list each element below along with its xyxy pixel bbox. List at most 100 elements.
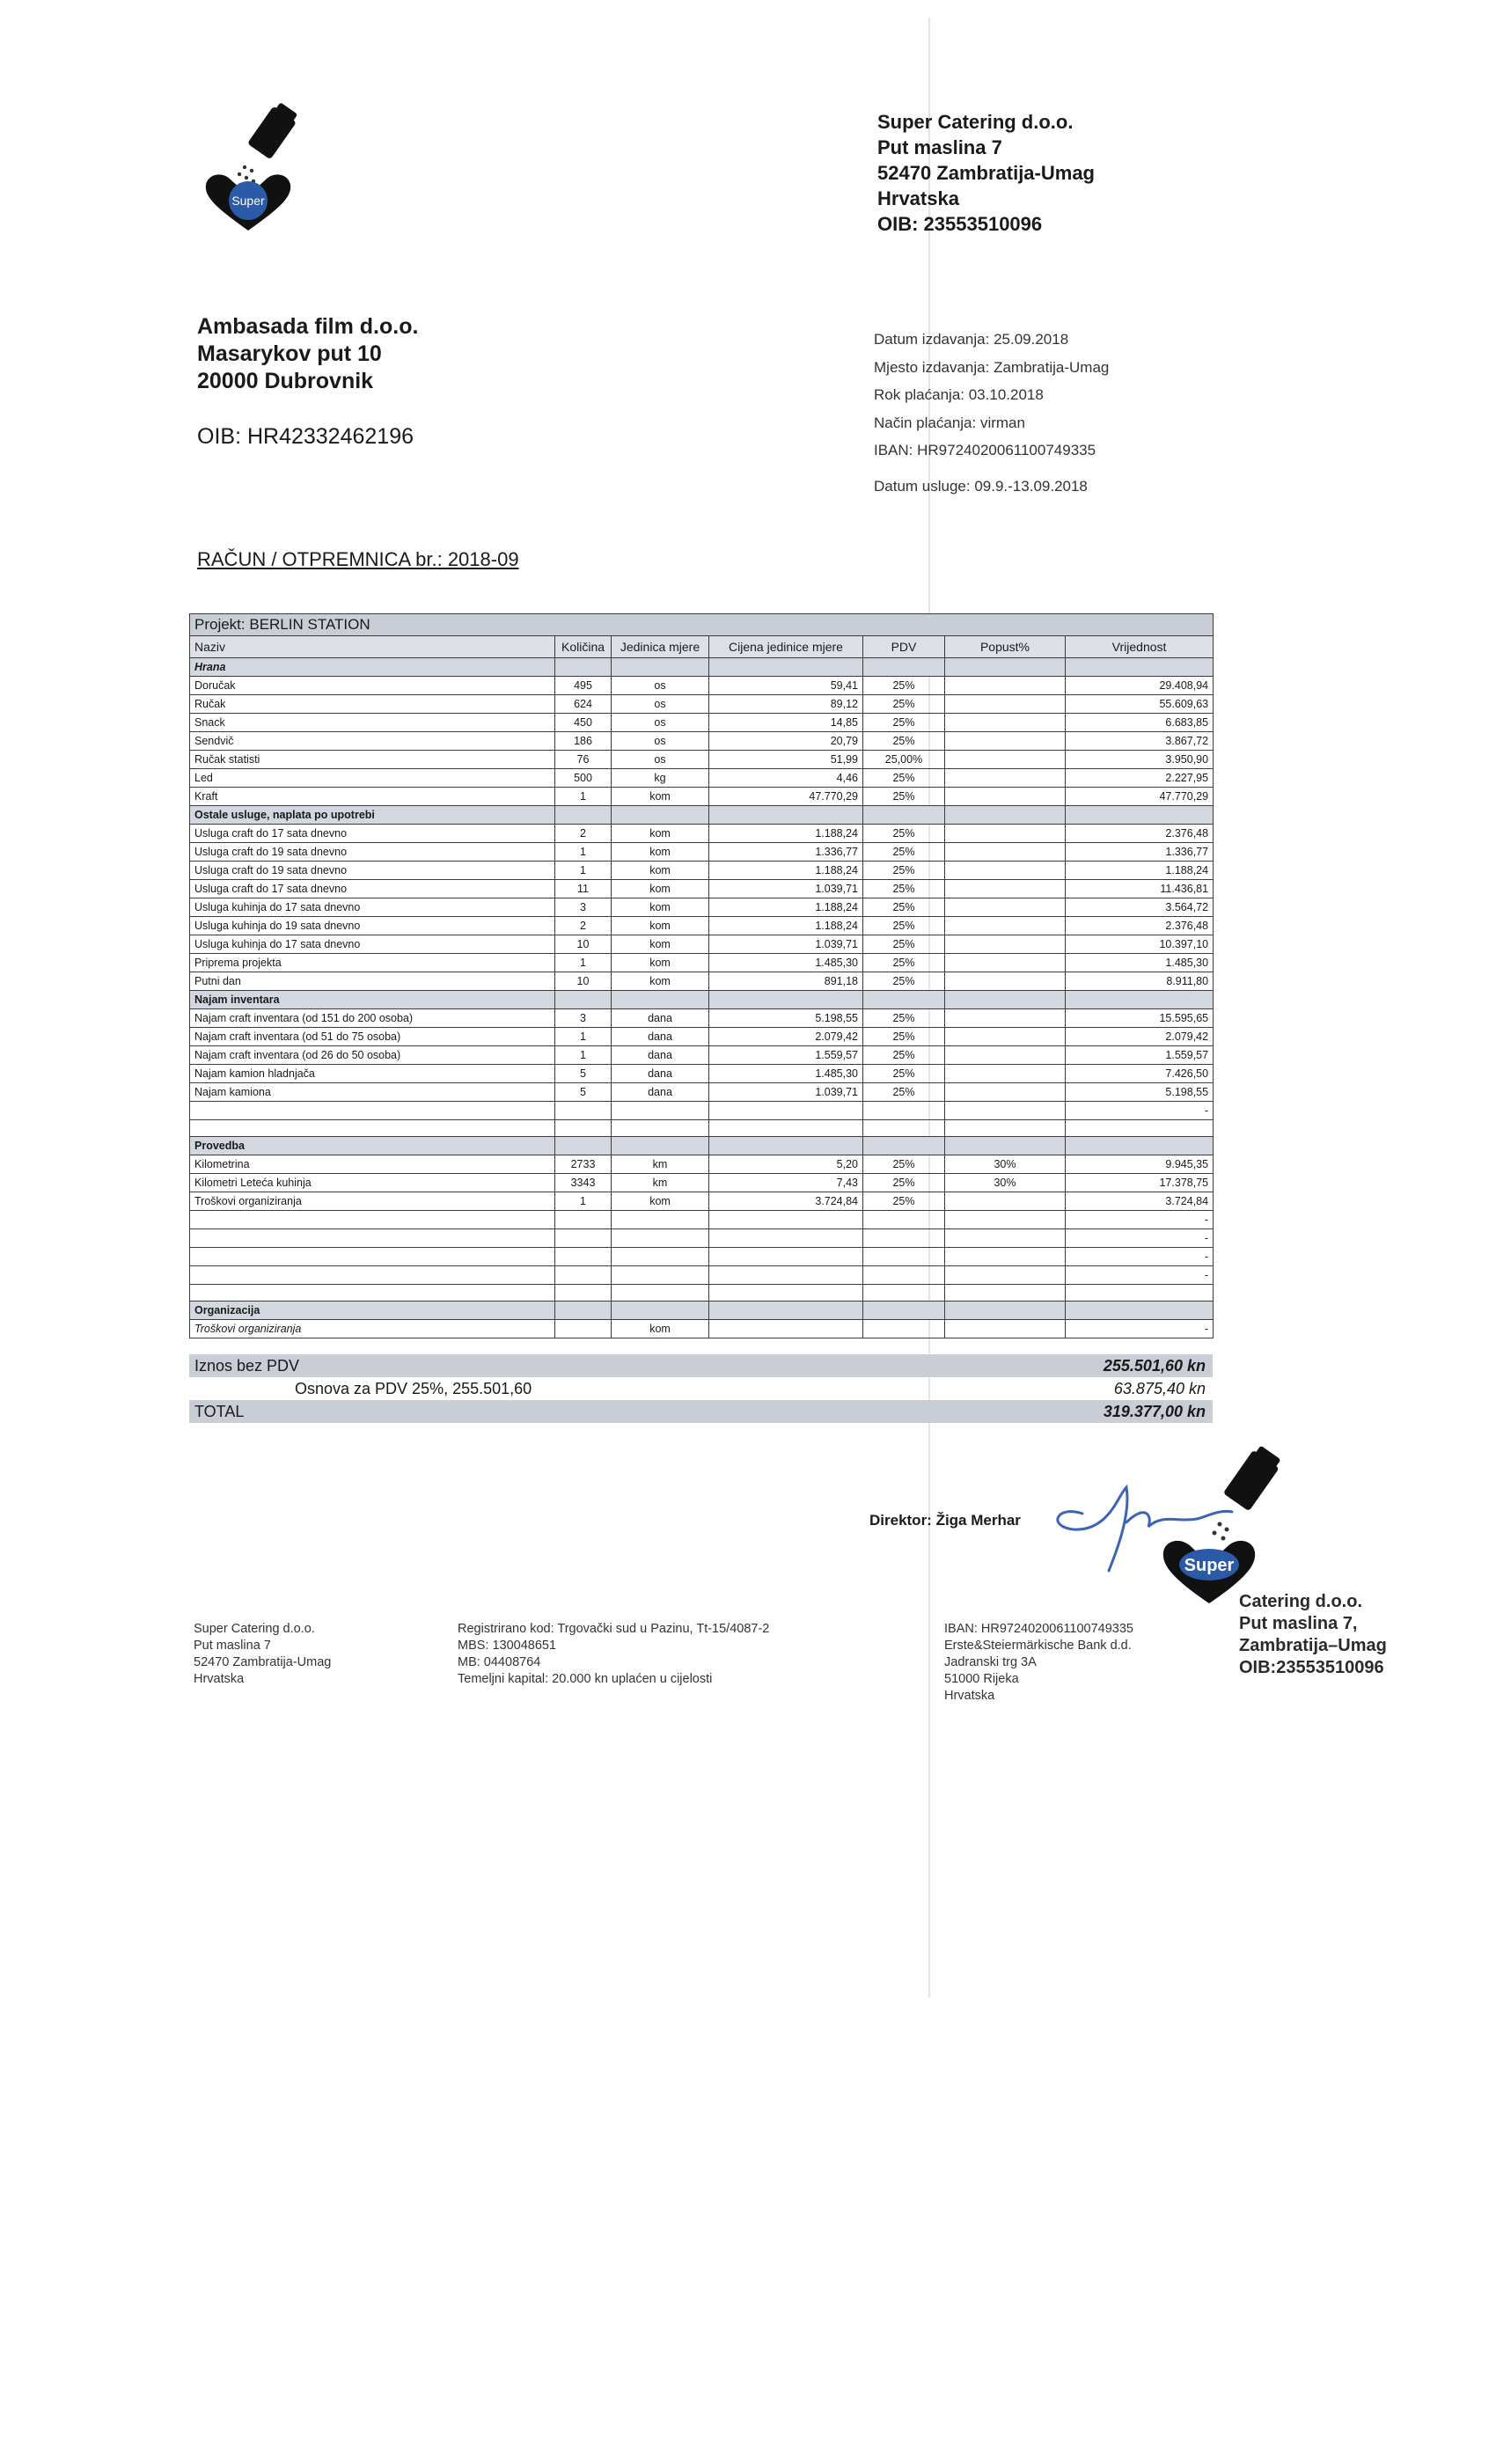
- item-row: Usluga craft do 19 sata dnevno 1 kom 1.188,…: [189, 861, 1214, 880]
- cell-vat: 25%: [862, 916, 945, 935]
- footer-line: MBS: 130048651: [458, 1639, 557, 1653]
- cell-qty: [554, 1265, 612, 1285]
- cell-unit: [611, 1247, 709, 1266]
- cell-vat: [862, 1101, 945, 1120]
- cell-qty: [554, 1228, 612, 1248]
- item-row: Najam craft inventara (od 26 do 50 osoba…: [189, 1045, 1214, 1065]
- cell-price: 1.485,30: [708, 953, 863, 972]
- cell-price: 51,99: [708, 750, 863, 769]
- section-cell: [1064, 990, 1214, 1009]
- section-title: Provedba: [189, 1136, 555, 1155]
- item-row: Usluga craft do 19 sata dnevno 1 kom 1.336,…: [189, 842, 1214, 862]
- vat-base-label: Osnova za PDV 25%, 255.501,60: [295, 1380, 532, 1397]
- cell-vat: 25%: [862, 1008, 945, 1028]
- cell-vat: 25%: [862, 824, 945, 843]
- cell-unit: os: [611, 694, 709, 714]
- footer-registration: Registrirano kod: Trgovački sud u Pazinu…: [458, 1621, 769, 1688]
- section-cell: [611, 657, 709, 677]
- cell-price: 20,79: [708, 731, 863, 751]
- cell-discount: 30%: [944, 1155, 1066, 1174]
- section-cell: [611, 1136, 709, 1155]
- cell-name: Kilometri Leteća kuhinja: [189, 1173, 555, 1192]
- cell-name: [189, 1210, 555, 1229]
- column-header: Jedinica mjere: [611, 635, 709, 658]
- section-cell: [944, 990, 1066, 1009]
- cell-discount: 30%: [944, 1173, 1066, 1192]
- cell-value: 1.485,30: [1064, 953, 1214, 972]
- buyer-line: Masarykov put 10: [197, 341, 382, 366]
- cell-qty: [554, 1247, 612, 1266]
- cell-price: 1.188,24: [708, 861, 863, 880]
- cell-discount: [944, 861, 1066, 880]
- cell-name: Usluga craft do 19 sata dnevno: [189, 842, 555, 862]
- cell-qty: 1: [554, 1045, 612, 1065]
- seller-line: Put maslina 7: [877, 136, 1002, 158]
- cell-price: 1.039,71: [708, 1082, 863, 1102]
- cell-value: 15.595,65: [1064, 1008, 1214, 1028]
- item-row: Kilometri Leteća kuhinja 3343 km 7,43 25% 30%…: [189, 1173, 1214, 1192]
- cell-unit: kom: [611, 824, 709, 843]
- section-cell: [611, 805, 709, 825]
- item-row: -: [189, 1265, 1214, 1285]
- item-row: Snack 450 os 14,85 25% 6.683,85: [189, 713, 1214, 732]
- cell-qty: 3: [554, 1008, 612, 1028]
- item-row: Ručak 624 os 89,12 25% 55.609,63: [189, 694, 1214, 714]
- cell-price: 4,46: [708, 768, 863, 788]
- section-cell: [611, 990, 709, 1009]
- seller-line: Hrvatska: [877, 187, 959, 209]
- cell-qty: 1: [554, 842, 612, 862]
- invoice-details: Datum izdavanja: 25.09.2018 Mjesto izdava…: [874, 326, 1109, 465]
- logo-badge: [229, 181, 268, 220]
- footer-line: Erste&Steiermärkische Bank d.d.: [944, 1639, 1132, 1653]
- buyer-line: 20000 Dubrovnik: [197, 369, 374, 393]
- cell-vat: [862, 1210, 945, 1229]
- section-cell: [1064, 1301, 1214, 1320]
- item-row: Usluga kuhinja do 17 sata dnevno 3 kom 1.18…: [189, 898, 1214, 917]
- cell-vat: 25%: [862, 1027, 945, 1046]
- cell-qty: 1: [554, 953, 612, 972]
- cell-unit: dana: [611, 1008, 709, 1028]
- cell-name: Troškovi organiziranja: [189, 1192, 555, 1211]
- cell-name: Led: [189, 768, 555, 788]
- detail-line: Rok plaćanja: 03.10.2018: [874, 386, 1044, 403]
- buyer-line: Ambasada film d.o.o.: [197, 314, 419, 339]
- cell-discount: [944, 898, 1066, 917]
- cell-vat: 25%: [862, 972, 945, 991]
- item-row: Usluga kuhinja do 19 sata dnevno 2 kom 1.18…: [189, 916, 1214, 935]
- cell-price: 59,41: [708, 676, 863, 695]
- cell-unit: os: [611, 713, 709, 732]
- section-cell: [554, 1301, 612, 1320]
- cell-name: [189, 1228, 555, 1248]
- footer-line: 52470 Zambratija-Umag: [194, 1655, 332, 1669]
- cell-unit: [611, 1265, 709, 1285]
- cell-unit: kom: [611, 916, 709, 935]
- detail-line: Mjesto izdavanja: Zambratija-Umag: [874, 358, 1110, 376]
- cell-discount: [944, 1008, 1066, 1028]
- cell-discount: [944, 1192, 1066, 1211]
- cell-discount: [944, 1045, 1066, 1065]
- cell-qty: 1: [554, 1027, 612, 1046]
- cell-unit: dana: [611, 1027, 709, 1046]
- section-cell: [611, 1301, 709, 1320]
- cell-unit: kom: [611, 787, 709, 806]
- footer-line: MB: 04408764: [458, 1655, 541, 1669]
- footer-line: IBAN: HR9724020061100749335: [944, 1622, 1133, 1636]
- cell-value: 8.911,80: [1064, 972, 1214, 991]
- cell-discount: [944, 694, 1066, 714]
- cell-unit: [611, 1228, 709, 1248]
- seller-line: 52470 Zambratija-Umag: [877, 162, 1095, 184]
- cell-price: 2.079,42: [708, 1027, 863, 1046]
- section-cell: [862, 657, 945, 677]
- section-cell: [708, 990, 863, 1009]
- cell-vat: 25%: [862, 694, 945, 714]
- cell-qty: [554, 1101, 612, 1120]
- logo-shaker: [248, 103, 297, 158]
- cell-price: 47.770,29: [708, 787, 863, 806]
- cell-unit: kom: [611, 935, 709, 954]
- cell-discount: [944, 713, 1066, 732]
- logo-text: Super: [231, 194, 265, 208]
- cell-vat: 25%: [862, 731, 945, 751]
- section-row: Hrana: [189, 657, 1214, 677]
- footer-line: 51000 Rijeka: [944, 1672, 1019, 1686]
- cell-price: 5.198,55: [708, 1008, 863, 1028]
